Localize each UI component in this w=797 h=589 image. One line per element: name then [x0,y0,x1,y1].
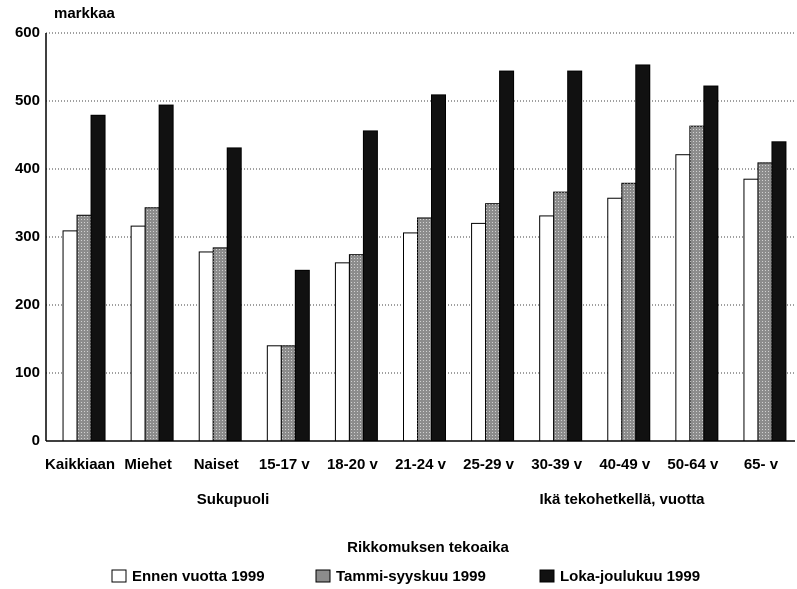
bar-texture [213,247,228,441]
x-tick-label: 30-39 v [531,456,583,473]
bar [266,345,282,442]
bar-texture [349,254,364,441]
legend-swatch [539,569,555,583]
legend-label: Loka-joulukuu 1999 [560,568,700,585]
bar-texture [145,207,160,441]
legend-swatch [111,569,127,583]
y-tick-label: 100 [15,364,40,381]
x-tick-label: Miehet [124,456,172,473]
bar [675,154,691,442]
bar [431,94,446,442]
legend-title: Rikkomuksen tekoaika [347,539,509,556]
bar [771,141,787,442]
bar [499,70,515,442]
x-tick-label: 65- v [744,456,779,473]
bar [607,197,623,442]
bar-texture [281,345,296,441]
bar-texture [621,183,636,441]
y-tick-label: 600 [15,24,40,41]
bar-texture [553,192,568,441]
bar-texture [485,203,500,441]
y-tick-label: 500 [15,92,40,109]
bar [567,70,583,442]
bar [362,130,378,442]
x-tick-label: 25-29 v [463,456,515,473]
legend-label: Tammi-syyskuu 1999 [336,568,486,585]
bar [90,114,106,442]
bar [198,251,214,442]
bar-texture [757,162,772,441]
bar [539,215,555,442]
bar [294,269,310,442]
bar [403,232,418,442]
x-tick-label: Kaikkiaan [45,456,115,473]
bar [635,64,651,442]
legend-label: Ennen vuotta 1999 [132,568,265,585]
group-label: Ikä tekohetkellä, vuotta [539,491,705,508]
group-label: Sukupuoli [197,491,270,508]
bar-texture [417,217,432,441]
legend-swatch [315,569,331,583]
y-tick-label: 400 [15,160,40,177]
x-tick-label: 15-17 v [259,456,311,473]
y-tick-label: 200 [15,296,40,313]
y-tick-label: 300 [15,228,40,245]
bar [130,225,146,442]
x-tick-label: 21-24 v [395,456,447,473]
bar [62,230,78,442]
bar-texture [77,215,92,441]
bar [703,85,719,442]
x-tick-label: 40-49 v [599,456,651,473]
x-tick-label: Naiset [194,456,239,473]
bar [158,104,174,442]
x-tick-label: 18-20 v [327,456,379,473]
y-axis-label: markkaa [54,5,116,22]
bar-texture [689,126,704,441]
bar [226,147,242,442]
bar [743,178,759,442]
bar [471,222,487,442]
bar [334,262,350,442]
y-tick-label: 0 [32,432,40,449]
x-tick-label: 50-64 v [667,456,719,473]
